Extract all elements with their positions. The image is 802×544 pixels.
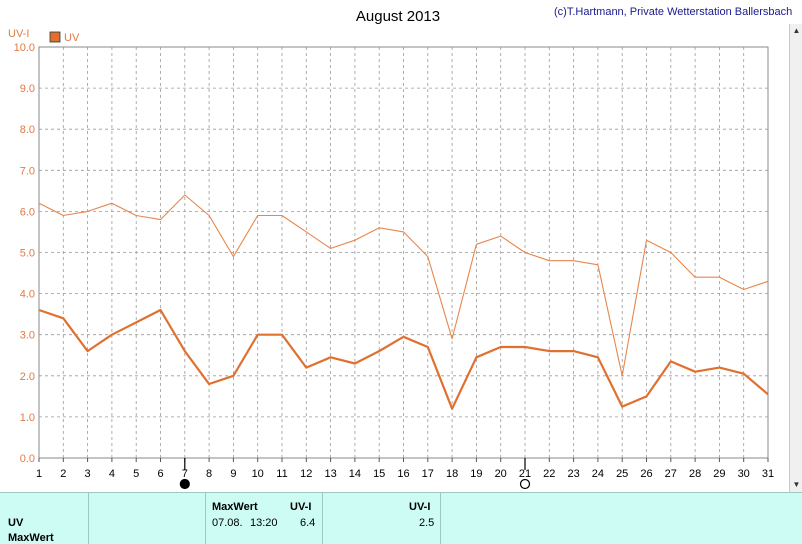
y-tick-label: 0.0 [20,453,35,465]
row-label-column: UV MaxWert [0,493,89,544]
x-tick-label: 21 [519,468,531,480]
y-tick-label: 6.0 [20,206,35,218]
x-tick-label: 4 [109,468,115,480]
max-date: 07.08. [212,517,243,529]
x-tick-label: 24 [592,468,604,480]
max-unit-header: UV-I [290,501,312,513]
full-moon-icon [519,478,531,490]
legend-swatch [49,31,61,43]
vertical-scrollbar[interactable]: ▲ ▼ [789,24,802,492]
x-tick-label: 10 [252,468,264,480]
series-lines [38,194,769,410]
x-tick-label: 26 [640,468,652,480]
x-tick-label: 9 [230,468,236,480]
empty-column [89,493,206,544]
max-column: MaxWert UV-I 07.08. 13:20 6.4 [206,493,323,544]
series-line-max [38,194,769,377]
scroll-up-icon[interactable]: ▲ [792,26,801,35]
x-tick-label: 7 [182,468,188,480]
x-tick-label: 15 [373,468,385,480]
y-tick-label: 7.0 [20,165,35,177]
y-tick-label: 4.0 [20,289,35,301]
grid [38,47,769,462]
y-tick-label: 9.0 [20,83,35,95]
x-tick-label: 11 [276,468,287,480]
x-tick-label: 22 [543,468,555,480]
max-time: 13:20 [250,517,278,529]
row-label-maxwert: MaxWert [8,532,54,544]
y-tick-labels: 0.0 1.0 2.0 3.0 4.0 5.0 6.0 7.0 8.0 9.0 10.0 [14,42,35,465]
y-axis-unit: UV-I [8,28,29,40]
y-tick-label: 8.0 [20,124,35,136]
scroll-down-icon[interactable]: ▼ [792,480,801,489]
y-tick-label: 1.0 [20,412,35,424]
x-tick-label: 1 [36,468,42,480]
y-tick-label: 5.0 [20,248,35,260]
x-tick-label: 30 [738,468,750,480]
x-tick-label: 29 [713,468,725,480]
moon-markers [179,458,531,490]
x-tick-label: 17 [422,468,434,480]
x-tick-label: 6 [157,468,163,480]
uv-line-chart: August 2013 (c)T.Hartmann, Private Wette… [8,6,792,490]
summary-table: UV MaxWert MaxWert UV-I 07.08. 13:20 6.4… [0,492,802,544]
new-moon-icon [179,478,190,490]
x-tick-label: 19 [470,468,482,480]
x-tick-label: 12 [300,468,312,480]
x-tick-label: 14 [349,468,361,480]
x-tick-label: 28 [689,468,701,480]
y-tick-label: 2.0 [20,371,35,383]
copyright-credit: (c)T.Hartmann, Private Wetterstation Bal… [554,6,792,18]
legend-label: UV [64,32,80,44]
x-tick-label: 25 [616,468,628,480]
y-tick-label: 10.0 [14,42,35,54]
mean-unit-header: UV-I [409,501,431,513]
max-header: MaxWert [212,501,258,513]
x-tick-label: 16 [397,468,409,480]
x-tick-label: 31 [762,468,774,480]
x-tick-label: 5 [133,468,139,480]
max-value: 6.4 [300,517,316,529]
x-tick-label: 27 [665,468,677,480]
row-label-uv: UV [8,517,24,529]
x-tick-label: 23 [567,468,579,480]
mean-column: UV-I 2.5 [323,493,441,544]
series-line-mean [38,308,769,410]
x-tick-label: 8 [206,468,212,480]
x-tick-label: 3 [85,468,91,480]
x-tick-label: 13 [324,468,336,480]
y-tick-label: 3.0 [20,330,35,342]
x-tick-label: 18 [446,468,458,480]
mean-value: 2.5 [419,517,435,529]
x-tick-labels: 1 2 3 4 5 6 7 8 9 10 11 12 13 14 15 16 17 18 19 20 21 22 23 24 2… [36,468,774,480]
x-tick-label: 2 [60,468,66,480]
x-tick-label: 20 [495,468,507,480]
chart-title: August 2013 [356,8,440,25]
